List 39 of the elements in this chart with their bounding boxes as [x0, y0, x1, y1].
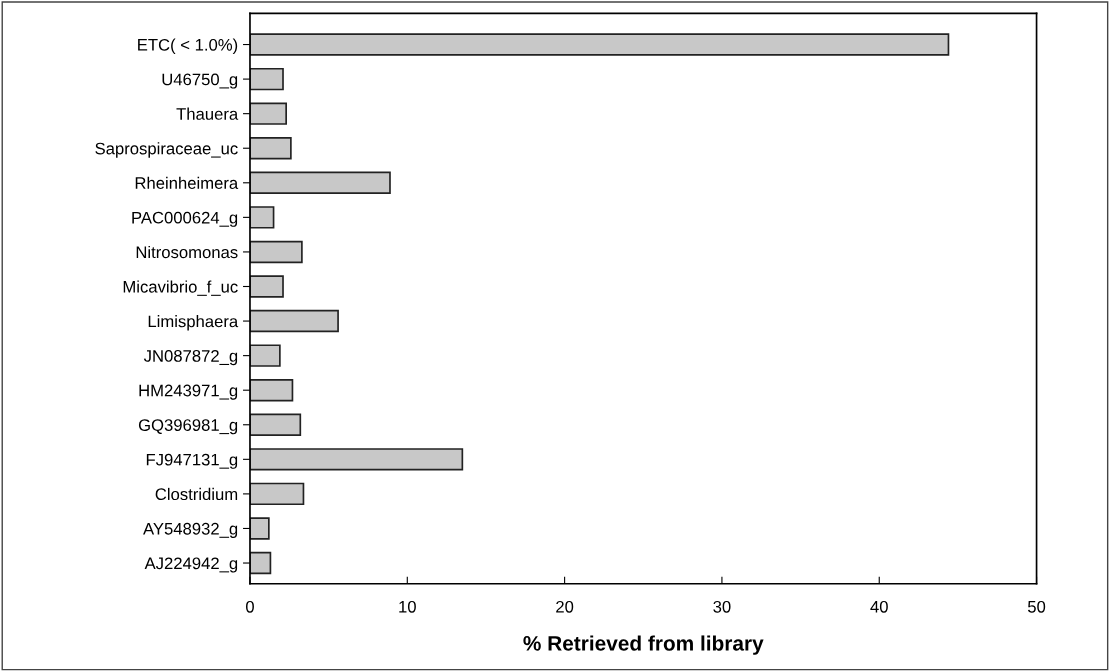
- y-tick-label: Nitrosomonas: [136, 245, 238, 259]
- x-axis-title: % Retrieved from library: [523, 635, 764, 655]
- y-tick-label: AJ224942_g: [144, 557, 238, 573]
- y-tick-label: U46750_g: [162, 73, 238, 89]
- y-tick-label: Saprospiraceae_uc: [95, 142, 238, 158]
- x-tick-label: 10: [399, 600, 416, 613]
- bar: [249, 482, 305, 506]
- bar: [249, 206, 275, 229]
- bar: [249, 137, 292, 160]
- y-tick-label: ETC( < 1.0%): [138, 38, 238, 55]
- bar: [249, 67, 284, 91]
- x-tick-label: 50: [1027, 600, 1046, 613]
- y-tick-label: HM243971_g: [139, 384, 238, 400]
- y-tick-label: PAC000624_g: [132, 211, 238, 227]
- x-tick-label: 30: [713, 600, 731, 613]
- bar: [249, 171, 391, 195]
- bar: [249, 378, 294, 402]
- bar: [249, 448, 464, 471]
- y-tick-label: Rheinheimera: [135, 176, 239, 189]
- x-tick-label: 0: [245, 600, 254, 613]
- bar: [249, 413, 302, 436]
- bar: [249, 33, 950, 56]
- bar: [249, 517, 270, 540]
- bar: [249, 102, 287, 125]
- bar: [249, 309, 339, 333]
- x-tick-label: 20: [556, 600, 574, 613]
- bar: [249, 344, 281, 367]
- y-tick-label: AY548932_g: [143, 522, 238, 538]
- y-tick-label: GQ396981_g: [138, 419, 238, 435]
- bar: [249, 240, 303, 264]
- y-tick-label: FJ947131_g: [146, 453, 238, 469]
- y-tick-label: JN087872_g: [143, 350, 238, 366]
- bar: [249, 551, 272, 575]
- x-tick-label: 40: [870, 600, 888, 613]
- bar: [249, 275, 284, 298]
- y-tick-label: Clostridium: [155, 487, 238, 501]
- y-tick-label: Thauera: [176, 107, 239, 120]
- y-tick-label: Limisphaera: [148, 315, 239, 331]
- y-tick-label: Micavibrio_f_uc: [123, 280, 238, 296]
